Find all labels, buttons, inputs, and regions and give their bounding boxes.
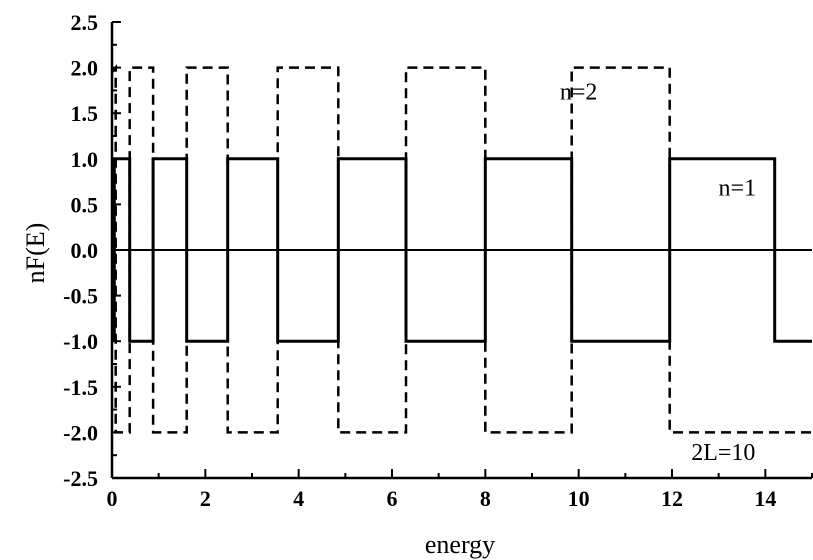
x-tick-label: 8: [480, 486, 491, 511]
x-tick-label: 2: [200, 486, 211, 511]
y-tick-label: -2.0: [63, 420, 98, 445]
y-tick-label: -1.5: [63, 375, 98, 400]
x-ticks: 0 2 4 6 8 10 12 14: [107, 469, 813, 511]
x-tick-label: 4: [293, 486, 304, 511]
y-tick-label: -1.0: [63, 329, 98, 354]
series-line-n-2: [111, 64, 812, 434]
y-tick-label: 0.5: [71, 192, 99, 217]
x-tick-label: 12: [661, 486, 683, 511]
x-tick-label: 14: [754, 486, 776, 511]
annotation-n-1: n=1: [719, 175, 757, 201]
annotations: n=2 n=1 2L=10: [560, 80, 756, 466]
plot-area: 0 2 4 6 8 10 12 14 -2.5 -2.0 -1.5 -1.0 -0.5 0.0 0.5 1.…: [63, 10, 813, 511]
y-tick-label: 1.5: [71, 101, 99, 126]
x-tick-label: 10: [568, 486, 590, 511]
annotation-2l-10: 2L=10: [691, 440, 755, 466]
y-tick-label: -2.5: [63, 466, 98, 491]
series-layer: [111, 64, 812, 434]
y-tick-label: -0.5: [63, 284, 98, 309]
y-tick-label: 1.0: [71, 147, 99, 172]
annotation-n-2: n=2: [560, 80, 598, 106]
y-tick-label: 2.0: [71, 56, 99, 81]
y-ticks: -2.5 -2.0 -1.5 -1.0 -0.5 0.0 0.5 1.0 1.5 2.0 2.5: [63, 10, 121, 491]
x-tick-label: 0: [107, 486, 118, 511]
x-tick-label: 6: [387, 486, 398, 511]
x-axis-title: energy: [425, 530, 495, 559]
y-tick-label: 2.5: [71, 10, 99, 35]
y-tick-label: 0.0: [71, 238, 99, 263]
y-axis-title: nF(E): [21, 223, 50, 284]
